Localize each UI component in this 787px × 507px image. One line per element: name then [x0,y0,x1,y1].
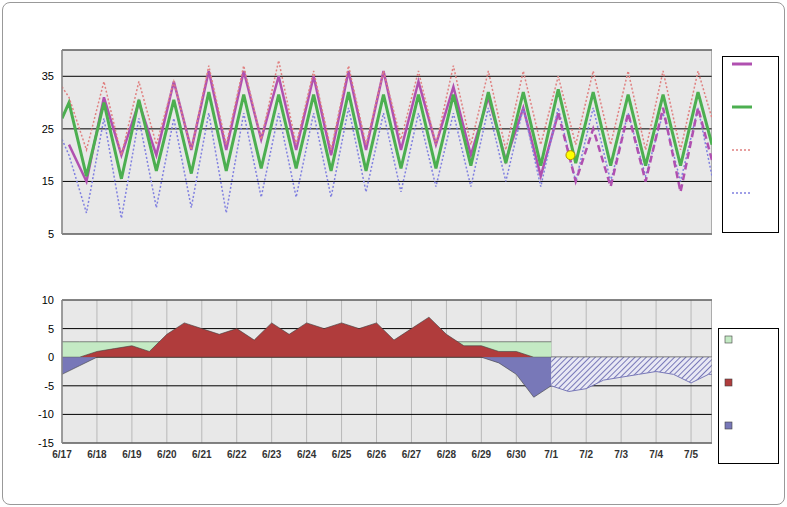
svg-text:35: 35 [42,70,54,82]
svg-text:25: 25 [42,123,54,135]
svg-text:6/28: 6/28 [437,449,457,460]
svg-text:5: 5 [48,323,54,335]
svg-text:6/21: 6/21 [192,449,212,460]
svg-text:0: 0 [48,351,54,363]
svg-text:7/4: 7/4 [649,449,663,460]
svg-text:7/5: 7/5 [684,449,698,460]
svg-text:15: 15 [42,175,54,187]
svg-text:5: 5 [48,228,54,240]
svg-text:6/19: 6/19 [122,449,142,460]
svg-text:7/3: 7/3 [614,449,628,460]
svg-text:7/2: 7/2 [579,449,593,460]
svg-text:6/25: 6/25 [332,449,352,460]
svg-text:-10: -10 [38,408,54,420]
svg-text:-15: -15 [38,437,54,449]
svg-text:6/24: 6/24 [297,449,317,460]
svg-text:6/23: 6/23 [262,449,282,460]
svg-text:6/30: 6/30 [507,449,527,460]
svg-text:6/22: 6/22 [227,449,247,460]
svg-text:6/17: 6/17 [52,449,72,460]
svg-text:6/27: 6/27 [402,449,422,460]
svg-text:7/1: 7/1 [544,449,558,460]
svg-text:-5: -5 [44,380,54,392]
svg-text:6/26: 6/26 [367,449,387,460]
svg-text:10: 10 [42,294,54,306]
svg-text:6/29: 6/29 [472,449,492,460]
svg-text:6/20: 6/20 [157,449,177,460]
svg-text:6/18: 6/18 [87,449,107,460]
